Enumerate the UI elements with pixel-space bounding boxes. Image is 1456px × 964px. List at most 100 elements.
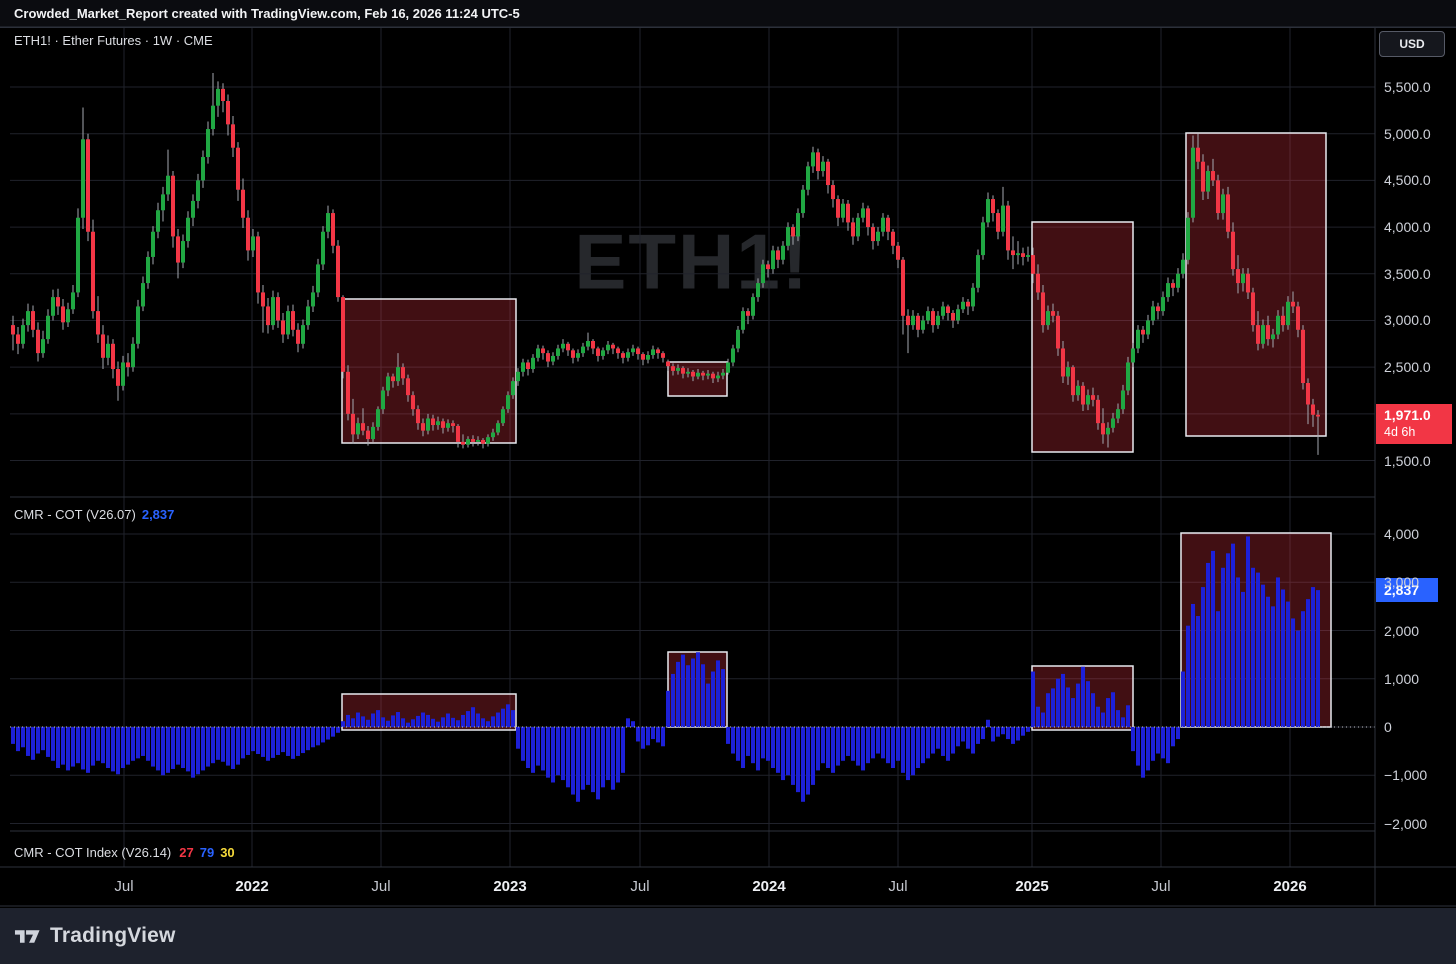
candle-body xyxy=(1256,325,1260,344)
cot-histogram-bar xyxy=(251,727,255,752)
candle-body xyxy=(1246,273,1250,293)
candle-body xyxy=(66,309,70,323)
candle-body xyxy=(901,259,905,316)
cot-histogram-bar xyxy=(646,727,650,746)
candle-body xyxy=(186,217,190,242)
candle-body xyxy=(816,152,820,172)
candle-body xyxy=(971,287,975,307)
candle-body xyxy=(676,368,680,371)
cot-histogram-bar xyxy=(996,727,1000,737)
candle-body xyxy=(596,348,600,356)
candle-body xyxy=(131,343,135,368)
cot-histogram-bar xyxy=(1051,688,1055,727)
tradingview-logo-icon[interactable] xyxy=(14,927,41,946)
candle-body xyxy=(76,217,80,293)
cot-histogram-bar xyxy=(561,727,565,781)
cot-histogram-bar xyxy=(466,711,470,727)
cot-histogram-bar xyxy=(871,727,875,759)
candle-body xyxy=(751,297,755,316)
candle-body xyxy=(521,362,525,372)
cot-histogram-bar xyxy=(1196,616,1200,727)
cot-histogram-bar xyxy=(151,727,155,767)
candle-body xyxy=(921,320,925,330)
candle-body xyxy=(651,349,655,356)
cot-histogram-bar xyxy=(1261,584,1265,727)
cot-histogram-bar xyxy=(1286,601,1290,727)
cot-histogram-bar xyxy=(21,727,25,748)
candle-body xyxy=(1241,273,1245,284)
cot-histogram-bar xyxy=(386,720,390,727)
candle-body xyxy=(1286,301,1290,326)
cot-histogram-bar xyxy=(201,727,205,771)
candle-body xyxy=(771,250,775,270)
candle-body xyxy=(726,362,730,373)
cot-histogram-bar xyxy=(1136,727,1140,766)
candle-body xyxy=(601,350,605,356)
cot-histogram-bar xyxy=(746,727,750,756)
candle-body xyxy=(416,409,420,424)
candle-body xyxy=(456,425,460,442)
cot-histogram-bar xyxy=(276,727,280,755)
candle-body xyxy=(811,152,815,167)
cot-histogram-bar xyxy=(721,669,725,727)
cot-histogram-bar xyxy=(851,727,855,761)
cot-histogram-bar xyxy=(241,727,245,759)
candle-body xyxy=(201,157,205,181)
candle-body xyxy=(1076,385,1080,396)
candle-body xyxy=(666,361,670,367)
candle-body xyxy=(911,315,915,326)
candle-body xyxy=(1056,315,1060,349)
cot-histogram-bar xyxy=(301,727,305,754)
cot-histogram-bar xyxy=(576,727,580,802)
candle-body xyxy=(906,315,910,326)
candle-body xyxy=(246,217,250,251)
candle-body xyxy=(591,340,595,349)
candle-body xyxy=(1041,292,1045,326)
cot-histogram-bar xyxy=(316,727,320,746)
cot-histogram-bar xyxy=(546,727,550,778)
candle-body xyxy=(1216,180,1220,214)
candle-body xyxy=(171,175,175,237)
cot-histogram-bar xyxy=(836,727,840,766)
candle-body xyxy=(1276,315,1280,335)
cot-histogram-bar xyxy=(436,721,440,727)
cot-histogram-bar xyxy=(81,727,85,770)
candle-body xyxy=(176,236,180,263)
candle-body xyxy=(1066,367,1070,377)
tradingview-brand-text[interactable]: TradingView xyxy=(50,924,176,947)
cot-histogram-bar xyxy=(641,727,645,749)
candle-body xyxy=(566,343,570,351)
candle-body xyxy=(756,283,760,298)
candle-body xyxy=(611,344,615,349)
cot-histogram-bar xyxy=(1206,562,1210,727)
candle-body xyxy=(386,376,390,391)
candle-body xyxy=(211,105,215,130)
candle-body xyxy=(871,227,875,242)
cot-histogram-bar xyxy=(1226,553,1230,727)
cot-histogram-bar xyxy=(1161,727,1165,759)
candle-body xyxy=(961,301,965,310)
candle-body xyxy=(556,348,560,356)
report-title: Crowded_Market_Report created with Tradi… xyxy=(14,6,520,21)
cot-histogram-bar xyxy=(866,727,870,764)
candle-body xyxy=(1101,423,1105,435)
candle-body xyxy=(1171,283,1175,288)
cot-histogram-bar xyxy=(96,727,100,761)
candle-body xyxy=(1031,255,1035,274)
cot-histogram-bar xyxy=(1121,717,1125,727)
cot-histogram-bar xyxy=(896,727,900,761)
cot-histogram-bar xyxy=(886,727,890,764)
cot-histogram-bar xyxy=(781,727,785,781)
cot-histogram-bar xyxy=(11,727,15,744)
candle-body xyxy=(1251,292,1255,326)
candle-body xyxy=(976,255,980,288)
candle-body xyxy=(916,315,920,330)
candle-body xyxy=(221,88,225,102)
cot-histogram-bar xyxy=(631,721,635,727)
candle-body xyxy=(541,348,545,354)
cot-histogram-bar xyxy=(661,727,665,747)
cot-histogram-bar xyxy=(1046,693,1050,727)
candle-body xyxy=(411,395,415,410)
